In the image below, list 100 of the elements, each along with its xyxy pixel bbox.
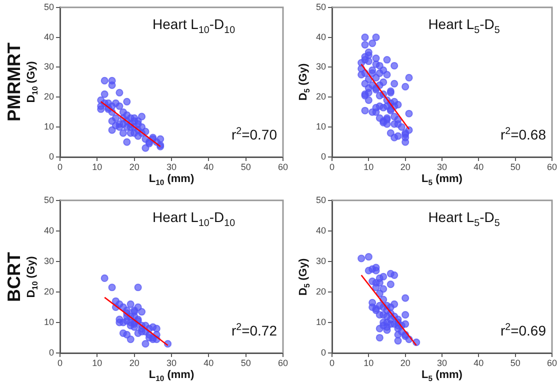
text: Heart L$_{5}$-D$_{5}$ — [428, 209, 500, 230]
x-tick-label: 20 — [129, 162, 140, 172]
x-axis-title: L$_{10}$ (mm) — [148, 369, 194, 384]
point — [100, 76, 108, 85]
x-tick-label: 60 — [278, 358, 288, 368]
x-tick-label: 40 — [204, 162, 214, 172]
y-tick-label: 0 — [320, 151, 326, 162]
annotation: r$^{2}$=0.70 — [231, 126, 277, 143]
point — [119, 129, 127, 137]
x-tick-label: 40 — [474, 358, 484, 368]
text: PMRMRT — [4, 42, 24, 122]
x-tick-label: 10 — [92, 162, 102, 172]
point — [386, 316, 394, 324]
x-tick-label: 60 — [278, 162, 288, 172]
point — [116, 88, 124, 96]
point — [138, 112, 146, 120]
annotation: r$^{2}$=0.69 — [500, 322, 546, 339]
point — [108, 284, 116, 292]
y-tick-label: 20 — [44, 92, 54, 102]
y-tick-label: 0 — [48, 347, 54, 358]
y-tick-label: 20 — [316, 92, 326, 102]
point — [358, 254, 366, 262]
y-tick-label: 10 — [44, 122, 54, 132]
x-tick-label: 50 — [510, 162, 520, 172]
point — [138, 308, 146, 316]
y-tick-label: 10 — [44, 316, 54, 327]
y-tick-label: 50 — [44, 194, 54, 205]
point — [100, 274, 108, 282]
point — [123, 98, 131, 106]
y-tick-label: 30 — [44, 62, 54, 72]
x-tick-label: 0 — [329, 162, 335, 172]
point — [142, 340, 150, 348]
x-tick-label: 50 — [240, 162, 251, 172]
x-tick-label: 0 — [57, 358, 63, 368]
y-tick-label: 0 — [320, 347, 326, 358]
y-tick-label: 50 — [316, 194, 326, 205]
y-tick-label: 40 — [44, 225, 54, 236]
point — [402, 294, 410, 302]
x-tick-label: 10 — [364, 162, 374, 172]
x-axis-title: L$_{5}$ (mm) — [422, 369, 462, 384]
point — [145, 334, 153, 342]
annotation: r$^{2}$=0.72 — [231, 322, 277, 339]
point — [108, 81, 116, 89]
text: Heart L$_{5}$-D$_{5}$ — [428, 16, 500, 36]
x-tick-label: 10 — [92, 358, 102, 368]
point — [123, 138, 131, 146]
x-tick-label: 0 — [329, 358, 335, 368]
point — [97, 105, 105, 113]
point — [402, 320, 410, 328]
point — [130, 323, 138, 331]
point — [402, 311, 410, 319]
point — [394, 336, 402, 345]
y-tick-label: 40 — [316, 225, 326, 236]
x-tick-label: 30 — [166, 162, 177, 172]
point — [364, 253, 372, 261]
text: Heart L$_{10}$-D$_{10}$ — [152, 16, 236, 36]
y-tick-label: 0 — [48, 151, 54, 162]
x-tick-label: 30 — [436, 358, 448, 368]
y-tick-label: 20 — [44, 286, 54, 296]
point — [376, 334, 384, 342]
text: Heart L$_{10}$-D$_{10}$ — [152, 209, 236, 230]
y-tick-label: 30 — [316, 256, 326, 266]
point — [386, 280, 394, 288]
x-tick-label: 60 — [546, 162, 558, 172]
x-tick-label: 20 — [400, 358, 410, 368]
text: BCRT — [4, 252, 24, 302]
point — [390, 271, 398, 279]
point — [116, 102, 124, 110]
x-tick-label: 30 — [436, 162, 448, 172]
point — [112, 122, 120, 130]
x-tick-label: 60 — [546, 358, 558, 368]
x-tick-label: 30 — [166, 358, 177, 368]
y-tick-label: 10 — [316, 316, 326, 327]
point — [100, 90, 108, 98]
point — [372, 266, 380, 274]
point — [383, 326, 391, 334]
y-tick-label: 50 — [44, 2, 54, 12]
point — [126, 300, 134, 308]
x-tick-label: 40 — [204, 358, 214, 368]
x-tick-label: 10 — [364, 358, 374, 368]
x-tick-label: 20 — [400, 162, 410, 172]
x-axis-title: L$_{10}$ (mm) — [148, 173, 194, 188]
point — [152, 324, 160, 332]
y-tick-label: 10 — [316, 122, 326, 132]
y-tick-label: 40 — [44, 32, 54, 42]
x-tick-label: 20 — [129, 358, 140, 368]
x-tick-label: 0 — [57, 162, 63, 172]
point — [390, 300, 398, 308]
y-tick-label: 40 — [316, 32, 326, 42]
x-tick-label: 50 — [240, 358, 251, 368]
annotation: r$^{2}$=0.68 — [500, 126, 546, 143]
y-tick-label: 30 — [316, 62, 326, 72]
x-tick-label: 50 — [510, 358, 520, 368]
point — [126, 335, 134, 344]
point — [380, 272, 388, 280]
y-tick-label: 20 — [316, 286, 326, 296]
x-axis-title: L$_{5}$ (mm) — [422, 173, 462, 188]
point — [372, 284, 380, 292]
x-tick-label: 40 — [474, 162, 484, 172]
y-tick-label: 30 — [44, 256, 54, 266]
